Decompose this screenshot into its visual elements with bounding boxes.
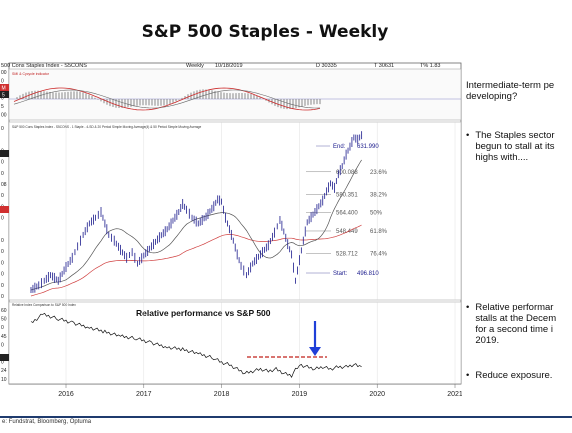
fib-pct: 23.6%: [370, 170, 388, 176]
bullet-3-line1: Reduce exposure.: [475, 370, 553, 381]
chart-svg: 500 Cons Staples Index - S5CONS Weekly 1…: [0, 58, 463, 414]
momentum-base-line: [13, 89, 321, 109]
fib-pct: 38.2%: [370, 192, 388, 198]
relative-axis-label: 45: [1, 334, 7, 340]
end-label: End:: [333, 144, 346, 150]
relative-panel-label: Relative Index Comparison to S&P 500 Ind…: [12, 303, 76, 307]
bullet-dot: •: [466, 302, 470, 313]
relative-performance-line: [30, 312, 362, 378]
end-value: 631.990: [357, 144, 379, 150]
bullet-dot: •: [466, 130, 470, 141]
momentum-badge-m-label: M: [2, 86, 6, 92]
x-tick-label: 2019: [292, 391, 308, 398]
momentum-signal-line: [13, 87, 321, 111]
x-tick-label: 2020: [369, 391, 385, 398]
price-axis-label: 0: [1, 126, 4, 132]
bullet-2-line1: Relative performar: [475, 302, 554, 313]
price-axis-label: 84: [1, 227, 7, 233]
price-series: [30, 131, 363, 293]
slide-title: S&P 500 Staples - Weekly: [141, 22, 389, 42]
start-value: 496.810: [357, 271, 379, 277]
price-axis-label: 0: [1, 216, 4, 222]
price-axis-label: 0: [1, 238, 4, 244]
momentum-axis-label: 00: [1, 70, 7, 76]
chart-area: 500 Cons Staples Index - S5CONS Weekly 1…: [0, 58, 463, 414]
bullet-2-line2: stalls at the Decem: [475, 313, 557, 324]
x-axis-ticks: 2016 2017 2018 2019 2020 2021: [58, 384, 463, 398]
fib-price: 528.712: [336, 252, 358, 258]
bullet-1-line3: highs with....: [475, 152, 529, 163]
momentum-badge-m: [0, 84, 9, 91]
price-panel: [8, 121, 462, 301]
relative-axis-label: 0: [1, 342, 4, 348]
price-axis-label: 0: [1, 160, 4, 166]
chart-header-d: D 30335: [316, 63, 337, 69]
relative-panel: [8, 301, 462, 385]
x-tick-label: 2021: [447, 391, 462, 398]
momentum-axis-label: 0: [1, 96, 4, 102]
momentum-label: SMI & Cycycle indicator: [12, 72, 50, 76]
momentum-badge-5: [0, 91, 9, 98]
relative-axis-badge: [0, 354, 9, 361]
relative-axis-label: 60: [1, 308, 7, 314]
bullet-2-line4: 2019.: [475, 335, 500, 346]
chart-header-period: Weekly: [186, 63, 204, 69]
momentum-panel: [8, 68, 462, 121]
price-panel-legend: S&P 500 Cons Staples Index - S5CONS - 1 …: [12, 125, 201, 129]
source-note: e: Fundstrat, Bloomberg, Optuma: [2, 419, 92, 425]
price-axis-label: 7: [1, 137, 4, 143]
relative-axis-label: 0: [1, 360, 4, 366]
sidebar-question: Intermediate-term pe developing?: [466, 80, 572, 102]
price-axis-badge-top: [0, 150, 9, 157]
relative-panel-title: Relative performance vs S&P 500: [136, 308, 271, 318]
sidebar-question-line2: developing?: [466, 91, 518, 102]
price-axis-label: 0: [1, 283, 4, 289]
fib-price: 600.088: [336, 170, 358, 176]
relative-axis-label: 24: [1, 368, 7, 374]
momentum-badge-5-label: 5: [2, 93, 5, 99]
bullet-1-line1: The Staples sector: [475, 130, 555, 141]
momentum-axis-label: 5: [1, 104, 4, 110]
relative-axis-label: 10: [1, 377, 7, 383]
x-tick-label: 2018: [214, 391, 230, 398]
price-axis-label: 0: [1, 249, 4, 255]
price-axis-label: 0: [1, 260, 4, 266]
sidebar-question-line1: Intermediate-term pe: [466, 80, 555, 91]
price-axis-label: 0: [1, 294, 4, 300]
price-axis-badge-mid: [0, 206, 9, 213]
fib-pct: 61.8%: [370, 229, 388, 235]
momentum-axis-label: 0: [1, 79, 4, 85]
relative-axis-label: 0: [1, 325, 4, 331]
chart-header-t: T 30631: [374, 63, 394, 69]
sidebar-bullet-3: • Reduce exposure.: [466, 370, 572, 381]
start-label: Start:: [333, 271, 348, 277]
arrow-head-icon: [309, 347, 321, 356]
bullet-2-line3: for a second time i: [475, 324, 553, 335]
long-moving-average: [30, 224, 362, 297]
chart-header-name: 500 Cons Staples Index - S5CONS: [1, 63, 87, 69]
fib-price: 580.351: [336, 192, 358, 198]
chart-header-pct: T% 1.83: [420, 63, 440, 69]
chart-header-date: 10/18/2019: [215, 63, 243, 69]
price-axis-label: 0: [1, 272, 4, 278]
fib-pct: 50%: [370, 211, 383, 217]
price-axis-label: 0: [1, 193, 4, 199]
relative-vertical-gridlines: [65, 302, 456, 384]
footer-bar: [0, 416, 572, 418]
price-axis-label: 08: [1, 182, 7, 188]
price-axis-label: 0: [1, 171, 4, 177]
fib-pct: 76.4%: [370, 252, 388, 258]
momentum-axis-label: 00: [1, 113, 7, 119]
fib-price: 564.400: [336, 211, 358, 217]
sidebar-bullet-1: • The Staples sector begun to stall at i…: [466, 130, 572, 163]
sidebar-bullet-2: • Relative performar stalls at the Decem…: [466, 302, 572, 346]
x-tick-label: 2016: [58, 391, 74, 398]
bullet-dot: •: [466, 370, 470, 381]
bullet-1-line2: begun to stall at its: [475, 141, 555, 152]
relative-axis-label: 50: [1, 317, 7, 323]
x-tick-label: 2017: [136, 391, 152, 398]
